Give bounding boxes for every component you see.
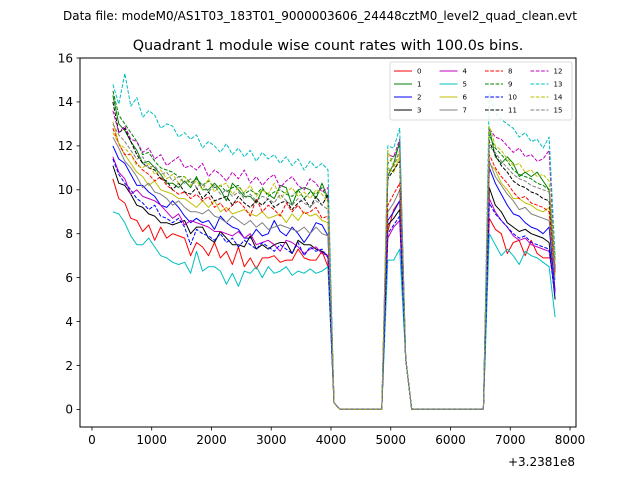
y-tick-label: 2	[65, 359, 73, 373]
x-tick-label: 8000	[555, 433, 586, 447]
axis-ticks: 0 1000 2000 3000 4000 5000 6000 7000 80000246810…	[58, 51, 586, 447]
legend-label-10: 10	[508, 94, 517, 102]
legend-label-7: 7	[463, 107, 467, 115]
y-tick-label: 12	[58, 139, 73, 153]
legend-label-14: 14	[554, 94, 563, 102]
legend-label-2: 2	[417, 94, 421, 102]
legend-box	[389, 61, 573, 121]
legend-label-4: 4	[463, 68, 468, 76]
y-tick-label: 16	[58, 51, 73, 65]
x-tick-label: 2000	[196, 433, 227, 447]
legend-label-0: 0	[417, 68, 421, 76]
plot-lines	[112, 72, 556, 410]
legend-label-5: 5	[463, 81, 467, 89]
x-tick-label: 1000	[136, 433, 167, 447]
legend-label-9: 9	[508, 81, 512, 89]
x-tick-label: 0	[88, 433, 96, 447]
file-header: Data file: modeM0/AS1T03_183T01_90000036…	[63, 9, 577, 23]
x-tick-label: 7000	[495, 433, 526, 447]
legend-label-12: 12	[554, 68, 563, 76]
x-offset-label: +3.2381e8	[508, 455, 575, 469]
x-tick-label: 5000	[375, 433, 406, 447]
series-line-15	[112, 123, 556, 410]
y-tick-label: 8	[65, 227, 73, 241]
x-tick-label: 4000	[316, 433, 347, 447]
legend-label-15: 15	[554, 107, 563, 115]
legend-label-8: 8	[508, 68, 512, 76]
legend-label-3: 3	[417, 107, 421, 115]
legend-label-6: 6	[463, 94, 468, 102]
y-tick-label: 6	[65, 271, 73, 285]
y-tick-label: 10	[58, 183, 73, 197]
legend-label-1: 1	[417, 81, 421, 89]
y-tick-label: 0	[65, 403, 73, 417]
x-tick-label: 3000	[256, 433, 287, 447]
x-tick-label: 6000	[435, 433, 466, 447]
chart-title: Quadrant 1 module wise count rates with …	[133, 38, 524, 54]
axes-frame	[79, 57, 577, 428]
legend-label-13: 13	[554, 81, 563, 89]
legend-label-11: 11	[508, 107, 517, 115]
y-tick-label: 14	[58, 95, 73, 109]
y-tick-label: 4	[65, 315, 73, 329]
